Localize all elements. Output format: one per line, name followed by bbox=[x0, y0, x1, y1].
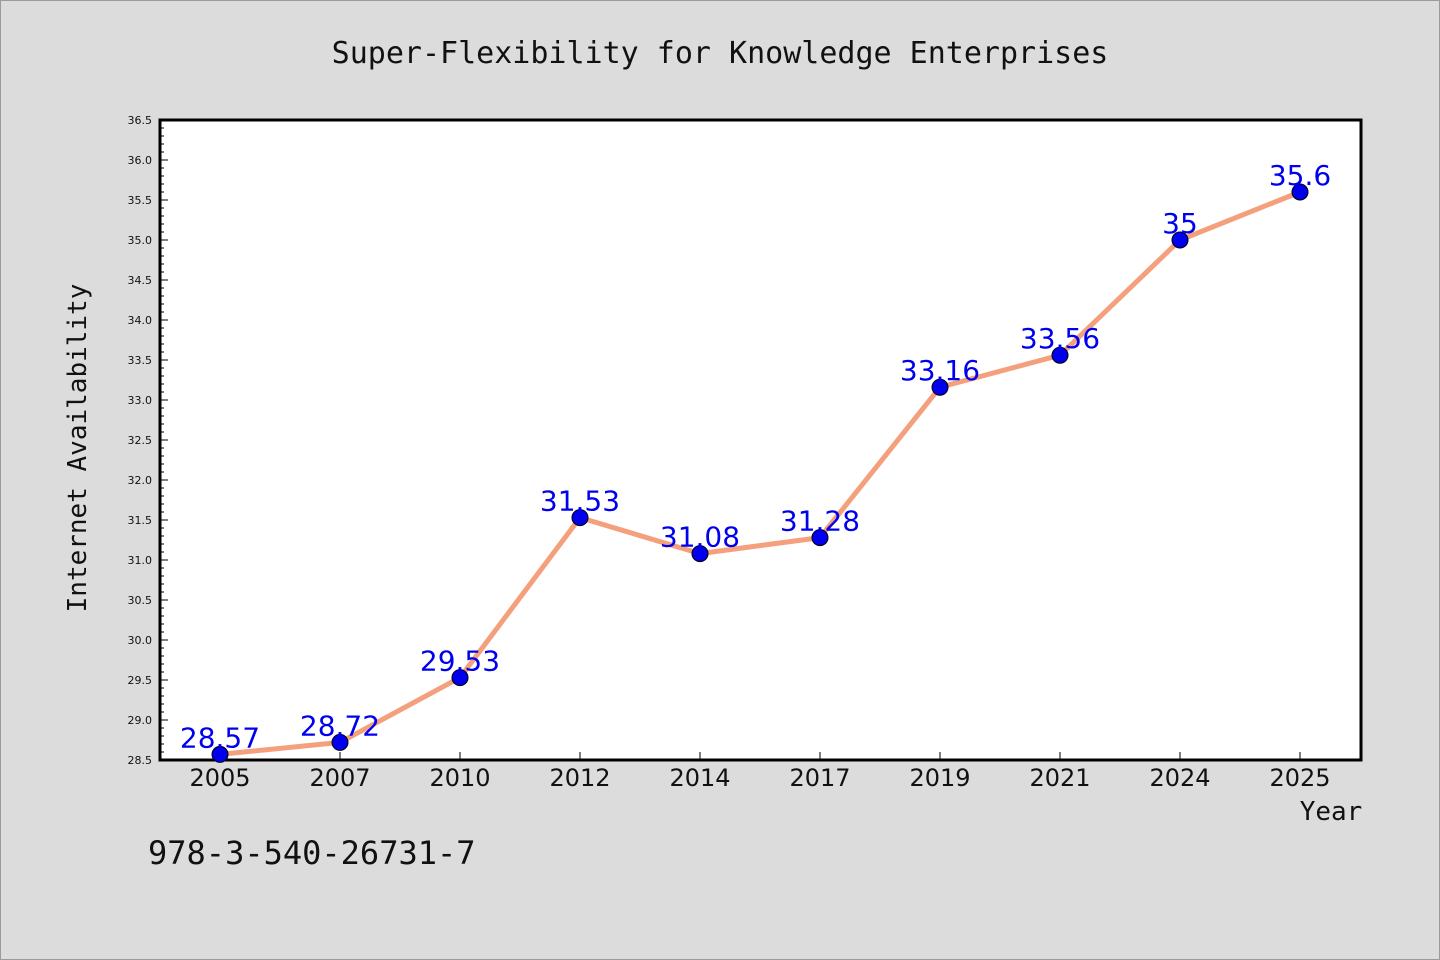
data-label: 35.6 bbox=[1269, 159, 1331, 192]
y-tick-label: 36.5 bbox=[128, 114, 153, 127]
y-tick-label: 35.5 bbox=[128, 194, 153, 207]
data-point-marker bbox=[571, 509, 589, 527]
x-tick-label: 2012 bbox=[549, 764, 610, 792]
data-label: 28.57 bbox=[180, 721, 260, 754]
data-label: 33.16 bbox=[900, 354, 980, 387]
y-axis-ticks: 28.5 29.0 29.5 30.0 30.5 31.0 31.5 32.0 32.5 33.0… bbox=[128, 114, 168, 767]
y-tick-label: 31.5 bbox=[128, 514, 153, 527]
x-tick-label: 2019 bbox=[909, 764, 970, 792]
y-tick-label: 31.0 bbox=[128, 554, 153, 567]
data-label: 33.56 bbox=[1020, 322, 1100, 355]
data-labels: 28.57 28.72 29.53 31.53 31.08 31.28 33.16 33.56… bbox=[180, 159, 1331, 754]
data-point-marker bbox=[1051, 346, 1069, 364]
y-tick-label: 28.5 bbox=[128, 754, 153, 767]
x-tick-label: 2014 bbox=[669, 764, 730, 792]
y-tick-label: 34.5 bbox=[128, 274, 153, 287]
y-tick-label: 33.5 bbox=[128, 354, 153, 367]
data-label: 35 bbox=[1162, 207, 1198, 240]
x-tick-label: 2010 bbox=[429, 764, 490, 792]
y-tick-label: 30.5 bbox=[128, 594, 153, 607]
data-point-marker bbox=[211, 745, 229, 763]
x-axis-label: Year bbox=[1300, 797, 1363, 827]
y-tick-label: 32.0 bbox=[128, 474, 153, 487]
data-point-marker bbox=[811, 529, 829, 547]
data-point-marker bbox=[931, 378, 949, 396]
data-point-marker bbox=[331, 733, 349, 751]
data-point-marker bbox=[1171, 231, 1189, 249]
y-tick-label: 35.0 bbox=[128, 234, 153, 247]
y-tick-label: 34.0 bbox=[128, 314, 153, 327]
data-label: 28.72 bbox=[300, 709, 380, 742]
series-line bbox=[217, 189, 1303, 757]
data-point-marker bbox=[451, 669, 469, 687]
x-tick-label: 2024 bbox=[1149, 764, 1210, 792]
data-label: 31.28 bbox=[780, 505, 860, 538]
series-layer bbox=[211, 183, 1309, 763]
x-axis-ticks: 2005 2007 2010 2012 2014 2017 2019 2021 2024 2025 bbox=[189, 752, 1331, 792]
plot-area bbox=[158, 118, 1363, 762]
x-tick-label: 2007 bbox=[309, 764, 370, 792]
y-tick-label: 33.0 bbox=[128, 394, 153, 407]
x-tick-label: 2025 bbox=[1269, 764, 1330, 792]
y-tick-label: 29.5 bbox=[128, 674, 153, 687]
x-tick-label: 2017 bbox=[789, 764, 850, 792]
data-label: 31.08 bbox=[660, 521, 740, 554]
x-tick-label: 2021 bbox=[1029, 764, 1090, 792]
x-tick-label: 2005 bbox=[189, 764, 250, 792]
y-tick-label: 30.0 bbox=[128, 634, 153, 647]
footnote-isbn: 978-3-540-26731-7 bbox=[148, 834, 476, 872]
y-tick-label: 32.5 bbox=[128, 434, 153, 447]
data-label: 31.53 bbox=[540, 485, 620, 518]
y-axis-label: Internet Availability bbox=[63, 284, 93, 613]
chart-title: Super-Flexibility for Knowledge Enterpri… bbox=[332, 36, 1109, 71]
y-tick-label: 29.0 bbox=[128, 714, 153, 727]
data-label: 29.53 bbox=[420, 645, 500, 678]
y-tick-label: 36.0 bbox=[128, 154, 153, 167]
data-point-marker bbox=[1291, 183, 1309, 201]
data-point-marker bbox=[691, 545, 709, 563]
